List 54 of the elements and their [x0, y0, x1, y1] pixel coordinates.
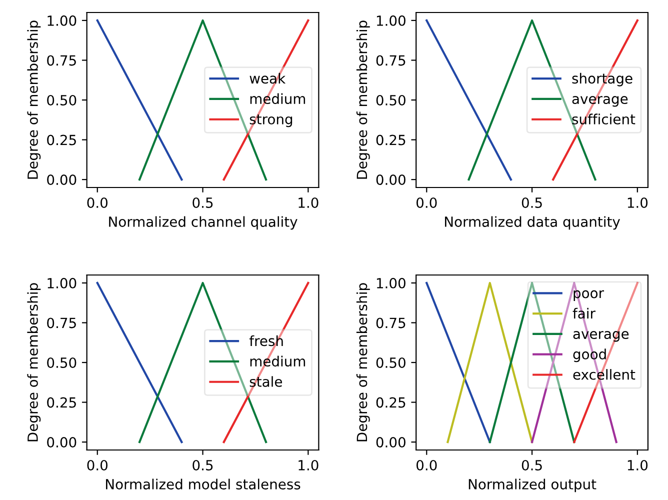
x-tick-label: 1.0 [298, 460, 318, 470]
y-tick-label: 0.75 [47, 318, 76, 328]
y-tick-label: 0.25 [376, 397, 406, 408]
y-axis-title: Degree of membership [356, 20, 370, 179]
y-tick-label: 0.25 [47, 397, 76, 408]
y-tick-label: 0.50 [376, 357, 406, 368]
y-tick-label: 0.00 [376, 174, 406, 186]
legend-label: average [572, 96, 628, 107]
y-tick-label: 0.75 [376, 318, 406, 328]
x-axis-title: Normalized data quantity [445, 216, 620, 230]
y-axis-title: Degree of membership [27, 283, 41, 442]
y-tick-label: 0.25 [376, 134, 406, 146]
x-tick-label: 1.0 [628, 197, 648, 208]
x-tick-label: 1.0 [628, 460, 648, 470]
legend-label: shortage [572, 72, 632, 86]
x-tick-label: 1.0 [298, 197, 318, 208]
legend-label: good [573, 348, 606, 362]
y-tick-label: 0.25 [47, 134, 76, 146]
x-tick-label: 0.5 [192, 460, 213, 470]
x-tick-label: 0.5 [192, 197, 213, 208]
y-axis-title: Degree of membership [27, 20, 41, 179]
legend-label: average [573, 331, 629, 342]
legend-label: poor [574, 290, 604, 301]
y-tick-label: 1.00 [376, 15, 406, 26]
y-tick-label: 1.00 [48, 15, 76, 26]
legend-label: fresh [249, 335, 283, 346]
y-tick-label: 0.00 [47, 437, 76, 448]
x-axis-title: Normalized channel quality [109, 216, 298, 230]
x-tick-label: 0.5 [522, 460, 542, 470]
y-tick-label: 0.50 [47, 94, 76, 106]
x-tick-label: 0.0 [416, 460, 437, 470]
y-tick-label: 0.50 [376, 94, 406, 106]
x-axis-title: Normalized model staleness [106, 478, 300, 490]
x-tick-label: 0.0 [87, 460, 108, 470]
x-tick-label: 0.5 [522, 197, 542, 208]
y-tick-label: 1.00 [48, 278, 76, 288]
y-tick-label: 0.50 [47, 357, 76, 368]
x-tick-label: 0.0 [87, 197, 108, 208]
y-tick-label: 0.00 [376, 437, 406, 448]
y-tick-label: 0.00 [47, 174, 76, 186]
y-tick-label: 1.00 [376, 278, 406, 288]
legend-label: excellent [573, 369, 636, 380]
y-tick-label: 0.75 [376, 55, 406, 66]
legend-label: fair [572, 308, 596, 319]
x-tick-label: 0.0 [416, 197, 437, 208]
legend-label: sufficient [572, 114, 636, 124]
legend-label: strong [250, 114, 292, 128]
legend-label: weak [250, 72, 286, 84]
legend-label: medium [250, 356, 306, 367]
x-axis-title: Normalized output [468, 478, 596, 492]
y-tick-label: 0.75 [47, 55, 76, 66]
legend-label: stale [250, 376, 282, 387]
y-axis-title: Degree of membership [356, 283, 370, 442]
legend-label: medium [250, 93, 306, 104]
